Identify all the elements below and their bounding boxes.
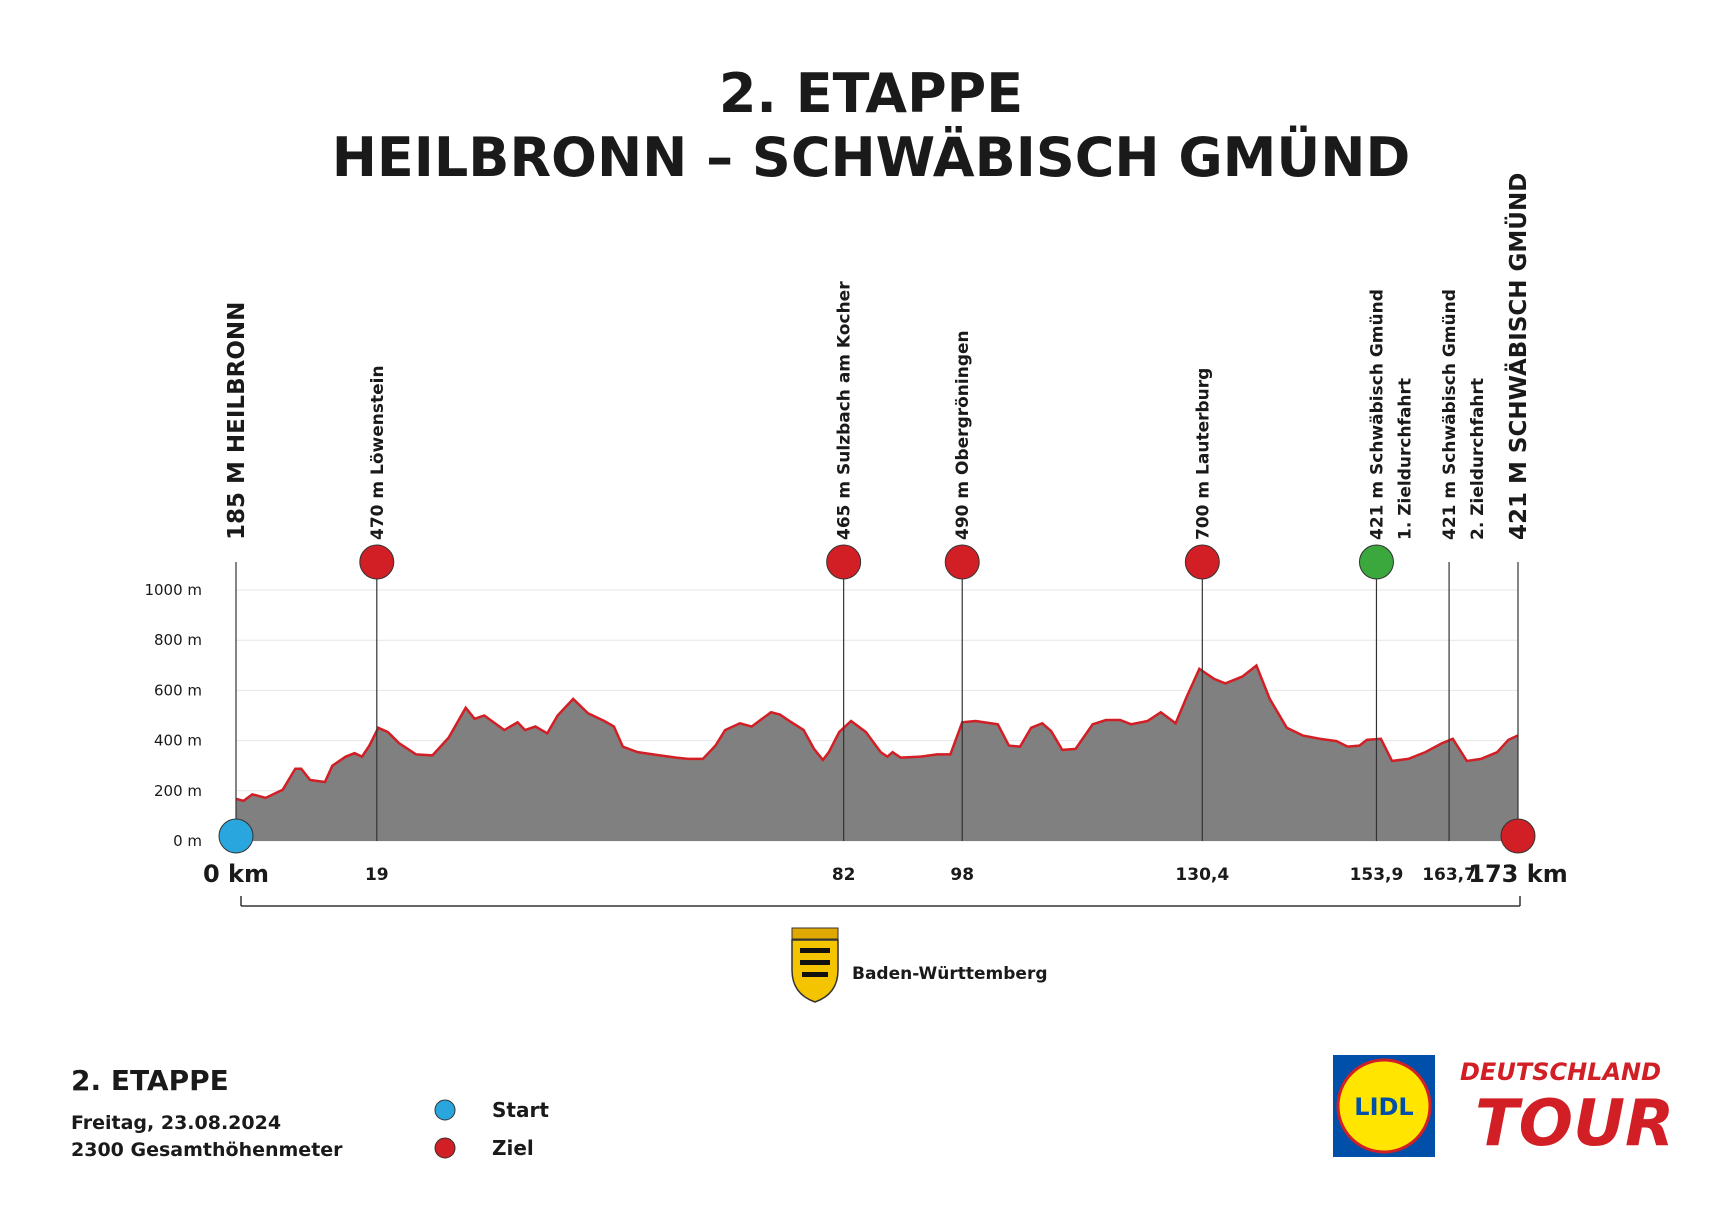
x-tick-label: 153,9 bbox=[1350, 865, 1404, 885]
marker-icon bbox=[1358, 544, 1394, 580]
crest bbox=[791, 927, 839, 1003]
marker-label: 470 m Löwenstein bbox=[368, 365, 388, 540]
y-tick-label: 200 m bbox=[154, 782, 202, 800]
legend-finish-icon bbox=[434, 1137, 456, 1159]
marker-label: 421 M SCHWÄBISCH GMÜND bbox=[1504, 173, 1532, 540]
y-tick-label: 600 m bbox=[154, 681, 202, 699]
x-tick-label: 173 km bbox=[1468, 860, 1567, 888]
tour-logo-main: TOUR bbox=[1475, 1087, 1674, 1161]
lidl-logo: LIDL bbox=[1333, 1055, 1435, 1157]
x-tick-label: 19 bbox=[365, 865, 389, 885]
marker-label: 185 M HEILBRONN bbox=[224, 302, 250, 540]
marker-icon bbox=[1184, 544, 1220, 580]
marker-label: 421 m Schwäbisch Gmünd bbox=[1440, 289, 1460, 540]
region-label: Baden-Württemberg bbox=[852, 964, 1048, 984]
marker-label: 465 m Sulzbach am Kocher bbox=[835, 281, 855, 540]
legend-start-icon bbox=[434, 1099, 456, 1121]
marker-icon bbox=[218, 818, 254, 854]
marker-icon bbox=[1500, 818, 1536, 854]
marker-label: 490 m Obergröningen bbox=[953, 330, 973, 540]
legend-start: Start bbox=[492, 1098, 549, 1122]
title-line-1: 2. ETAPPE bbox=[719, 62, 1023, 125]
elevation-area bbox=[236, 665, 1518, 841]
marker-icon bbox=[826, 544, 862, 580]
x-tick-label: 130,4 bbox=[1175, 865, 1229, 885]
footer-total: 2300 Gesamthöhenmeter bbox=[71, 1139, 343, 1161]
marker-icon bbox=[944, 544, 980, 580]
y-tick-label: 0 m bbox=[173, 832, 202, 850]
marker-label: 1. Zieldurchfahrt bbox=[1395, 378, 1415, 540]
footer-date: Freitag, 23.08.2024 bbox=[71, 1112, 281, 1134]
tour-logo-top: DEUTSCHLAND bbox=[1460, 1058, 1661, 1086]
lidl-text: LIDL bbox=[1354, 1093, 1413, 1121]
x-tick-label: 98 bbox=[950, 865, 974, 885]
legend-finish: Ziel bbox=[492, 1136, 534, 1160]
marker-label: 2. Zieldurchfahrt bbox=[1468, 378, 1488, 540]
x-tick-label: 82 bbox=[832, 865, 856, 885]
y-tick-label: 400 m bbox=[154, 732, 202, 750]
marker-label: 700 m Lauterburg bbox=[1193, 368, 1213, 540]
elevation-line bbox=[235, 663, 1519, 803]
x-tick-label: 0 km bbox=[203, 860, 269, 888]
y-tick-label: 800 m bbox=[154, 631, 202, 649]
footer-stage: 2. ETAPPE bbox=[71, 1064, 229, 1097]
y-tick-label: 1000 m bbox=[144, 581, 202, 599]
marker-icon bbox=[359, 544, 395, 580]
marker-label: 421 m Schwäbisch Gmünd bbox=[1367, 289, 1387, 540]
title-line-2: HEILBRONN – SCHWÄBISCH GMÜND bbox=[332, 126, 1411, 189]
x-tick-label: 163,7 bbox=[1422, 865, 1476, 885]
